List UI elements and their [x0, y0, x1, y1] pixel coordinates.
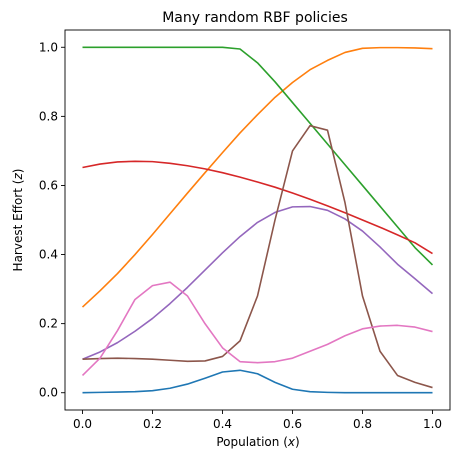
- x-tick-label: 0.0: [73, 417, 92, 431]
- plot-lines: [81, 46, 434, 394]
- series-line-2: [81, 46, 433, 308]
- y-ticks: 0.0 0.2 0.4 0.6 0.8 1.0: [39, 40, 65, 400]
- series-line-7: [81, 281, 433, 377]
- chart-title: Many random RBF policies: [162, 10, 348, 26]
- series-line-6: [82, 124, 433, 389]
- x-tick-label: 0.4: [213, 417, 232, 431]
- x-tick-label: 0.8: [353, 417, 372, 431]
- y-tick-label: 0.4: [39, 248, 58, 262]
- x-ticks: 0.0 0.2 0.4 0.6 0.8 1.0: [73, 410, 442, 431]
- x-axis-label: Population (x): [216, 435, 299, 449]
- y-tick-label: 0.2: [39, 317, 58, 331]
- series-line-4: [82, 160, 433, 255]
- series-line-3: [82, 46, 434, 266]
- y-tick-label: 0.0: [39, 386, 58, 400]
- y-axis-label: Harvest Effort (z): [11, 169, 25, 272]
- series-line-5: [82, 205, 434, 360]
- plot-frame: [64, 29, 451, 411]
- series-line-1: [82, 369, 433, 394]
- y-tick-label: 1.0: [39, 40, 58, 54]
- x-tick-label: 0.2: [143, 417, 162, 431]
- y-tick-label: 0.8: [39, 109, 58, 123]
- x-tick-label: 0.6: [283, 417, 302, 431]
- y-tick-label: 0.6: [39, 178, 58, 192]
- x-tick-label: 1.0: [423, 417, 442, 431]
